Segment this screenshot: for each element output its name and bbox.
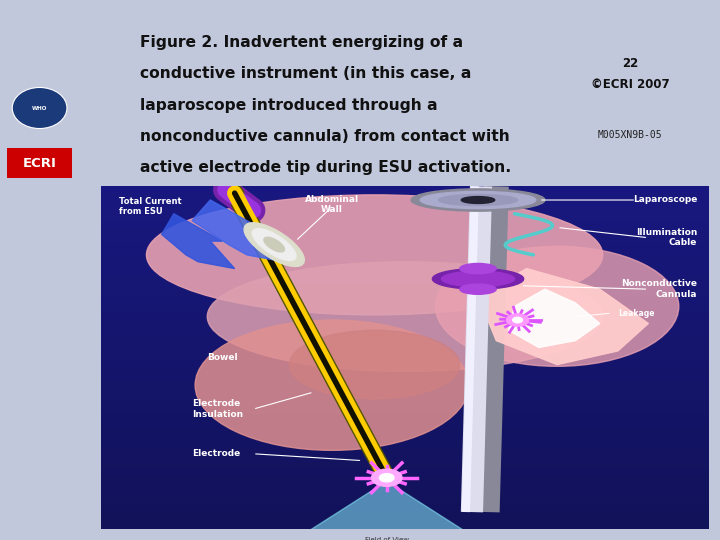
- Text: Electrode: Electrode: [192, 449, 240, 458]
- Bar: [101, 234, 709, 241]
- Text: laparoscope introduced through a: laparoscope introduced through a: [140, 98, 438, 113]
- Bar: [101, 200, 709, 207]
- Ellipse shape: [289, 330, 460, 399]
- Circle shape: [507, 314, 528, 326]
- Bar: [101, 412, 709, 420]
- Bar: [101, 227, 709, 234]
- Bar: [101, 248, 709, 255]
- Polygon shape: [508, 289, 600, 347]
- Circle shape: [12, 87, 67, 129]
- Text: Abdominal
Wall: Abdominal Wall: [305, 195, 359, 214]
- Bar: [101, 193, 709, 200]
- Ellipse shape: [441, 271, 515, 287]
- Text: ©ECRI 2007: ©ECRI 2007: [590, 78, 670, 91]
- Bar: [101, 481, 709, 488]
- Ellipse shape: [252, 228, 296, 261]
- Text: Bowel: Bowel: [207, 353, 238, 362]
- Ellipse shape: [411, 189, 545, 211]
- Text: nonconductive cannula) from contact with: nonconductive cannula) from contact with: [140, 129, 510, 144]
- Bar: [101, 254, 709, 262]
- Circle shape: [513, 318, 523, 323]
- Bar: [101, 440, 709, 447]
- Ellipse shape: [195, 320, 469, 450]
- Bar: [101, 302, 709, 310]
- Bar: [101, 206, 709, 214]
- Bar: [101, 454, 709, 461]
- Text: Field of View: Field of View: [365, 537, 409, 540]
- Ellipse shape: [436, 246, 679, 366]
- Bar: [101, 213, 709, 220]
- Bar: [101, 268, 709, 275]
- Bar: [101, 241, 709, 248]
- Ellipse shape: [420, 192, 536, 208]
- Bar: [101, 289, 709, 296]
- Bar: [101, 316, 709, 323]
- Bar: [101, 282, 709, 289]
- FancyBboxPatch shape: [7, 148, 72, 178]
- Ellipse shape: [146, 195, 603, 315]
- Bar: [101, 337, 709, 344]
- Text: Figure 2. Inadvertent energizing of a: Figure 2. Inadvertent energizing of a: [140, 35, 464, 50]
- Text: WHO: WHO: [32, 105, 48, 111]
- Bar: [101, 515, 709, 522]
- Ellipse shape: [460, 264, 496, 274]
- Ellipse shape: [438, 194, 518, 206]
- Bar: [101, 220, 709, 227]
- Bar: [101, 364, 709, 372]
- Circle shape: [372, 469, 402, 487]
- Bar: [101, 385, 709, 392]
- Bar: [101, 426, 709, 433]
- Ellipse shape: [433, 268, 523, 289]
- Bar: [101, 275, 709, 282]
- Bar: [101, 378, 709, 385]
- Bar: [101, 419, 709, 427]
- Bar: [101, 406, 709, 413]
- Circle shape: [379, 474, 394, 482]
- Text: M005XN9B-05: M005XN9B-05: [598, 130, 662, 140]
- Polygon shape: [162, 214, 235, 268]
- Bar: [101, 467, 709, 474]
- Polygon shape: [192, 200, 284, 262]
- Bar: [101, 357, 709, 364]
- Bar: [101, 330, 709, 337]
- Text: Total Current
from ESU: Total Current from ESU: [119, 197, 181, 216]
- Text: 22: 22: [622, 57, 638, 70]
- Text: Electrode
Insulation: Electrode Insulation: [192, 400, 243, 419]
- Ellipse shape: [244, 222, 305, 266]
- Bar: [101, 474, 709, 481]
- Bar: [101, 371, 709, 379]
- Ellipse shape: [264, 237, 284, 252]
- Bar: [101, 502, 709, 509]
- Text: conductive instrument (in this case, a: conductive instrument (in this case, a: [140, 66, 472, 82]
- Bar: [101, 323, 709, 330]
- Ellipse shape: [207, 262, 603, 372]
- Text: Laparoscope: Laparoscope: [633, 195, 697, 204]
- Bar: [101, 309, 709, 316]
- Text: Leakage: Leakage: [618, 309, 654, 318]
- Bar: [101, 261, 709, 268]
- Bar: [101, 522, 709, 529]
- Bar: [101, 186, 709, 193]
- Bar: [101, 488, 709, 495]
- Bar: [101, 460, 709, 468]
- Bar: [101, 495, 709, 502]
- Bar: [101, 433, 709, 440]
- Text: active electrode tip during ESU activation.: active electrode tip during ESU activati…: [140, 160, 512, 176]
- Bar: [101, 350, 709, 357]
- Text: Nonconductive
Cannula: Nonconductive Cannula: [621, 280, 697, 299]
- Bar: [101, 508, 709, 516]
- Bar: [101, 392, 709, 399]
- Bar: [101, 447, 709, 454]
- Bar: [101, 343, 709, 351]
- Polygon shape: [295, 481, 478, 539]
- Text: ECRI: ECRI: [22, 157, 57, 170]
- Polygon shape: [478, 268, 649, 364]
- Text: Illumination
Cable: Illumination Cable: [636, 228, 697, 247]
- Ellipse shape: [462, 197, 495, 204]
- Ellipse shape: [460, 284, 496, 294]
- Bar: [101, 296, 709, 303]
- FancyBboxPatch shape: [323, 531, 451, 540]
- Bar: [101, 399, 709, 406]
